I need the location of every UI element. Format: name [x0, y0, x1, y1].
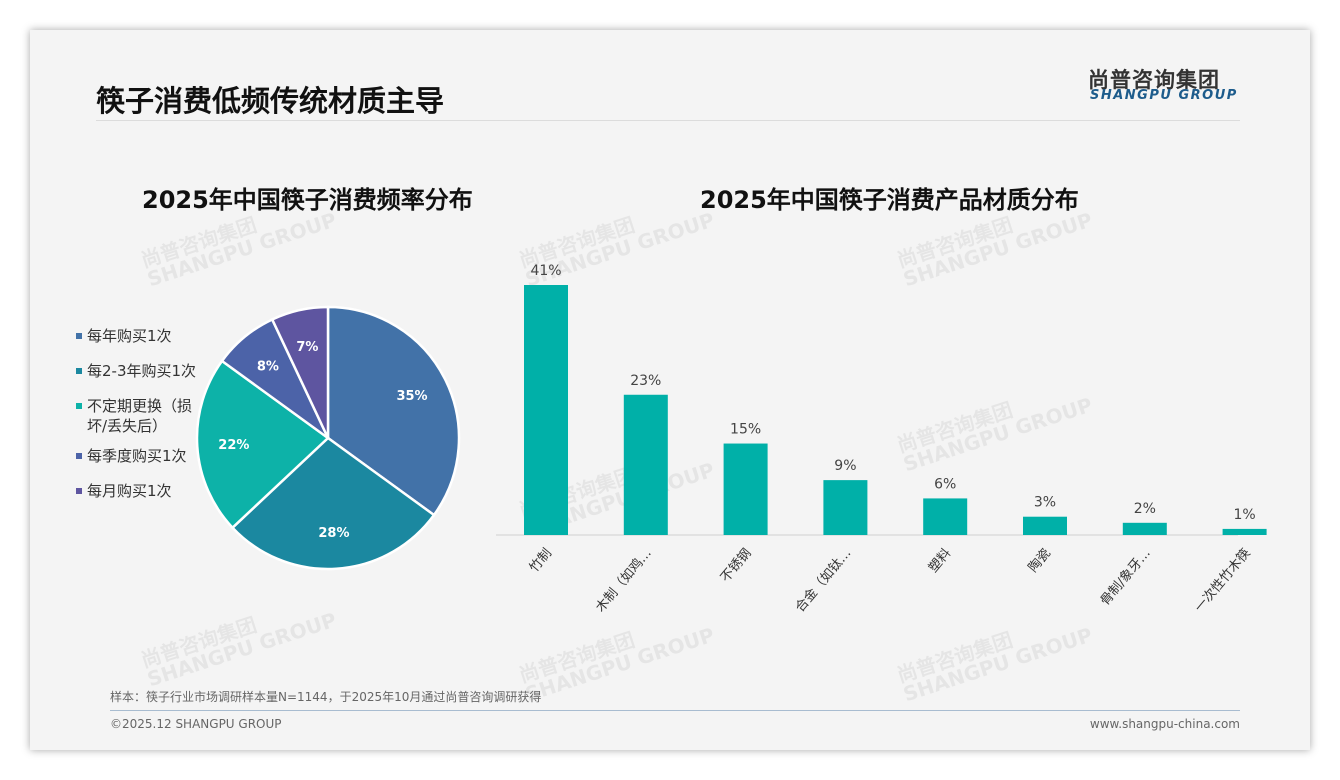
- x-tick-label: 一次性竹木筷: [1191, 545, 1253, 615]
- bar: [1023, 516, 1067, 535]
- bar-data-label: 9%: [834, 458, 856, 474]
- legend-item: 不定期更换（损坏/丢失后）: [76, 396, 197, 436]
- pie-slice: [230, 436, 436, 571]
- pie-chart: 35% 28% 22% 8% 7%: [195, 305, 461, 571]
- slide: 筷子消费低频传统材质主导 尚普咨询集团 SHANGPU GROUP 尚普咨询集团…: [30, 30, 1310, 750]
- pie-data-label: 22%: [218, 438, 249, 453]
- bar-data-label: 23%: [630, 373, 661, 389]
- legend-label: 每月购买1次: [87, 482, 172, 500]
- legend-label: 每2-3年购买1次: [87, 362, 197, 380]
- bar: [723, 443, 768, 535]
- bar: [623, 394, 668, 535]
- bar: [823, 480, 868, 535]
- header-divider: [96, 120, 1240, 121]
- logo-en: SHANGPU GROUP: [1090, 88, 1238, 103]
- page-title: 筷子消费低频传统材质主导: [96, 84, 445, 118]
- x-tick-label: 合金（如钛…: [792, 545, 854, 615]
- legend-swatch: [76, 453, 82, 459]
- copyright: ©2025.12 SHANGPU GROUP: [110, 717, 282, 731]
- legend-swatch: [76, 333, 82, 339]
- bar-data-label: 41%: [530, 263, 561, 279]
- bar: [1122, 522, 1167, 535]
- x-tick-label: 木制（如鸡…: [592, 545, 654, 615]
- x-tick-label: 塑料: [926, 546, 954, 576]
- logo-cn: 尚普咨询集团: [1088, 68, 1220, 92]
- bar-data-label: 6%: [934, 476, 956, 492]
- legend-label: 每季度购买1次: [87, 447, 187, 465]
- bar-chart: 41% 竹制 23% 木制（如鸡… 15% 不锈钢 9% 合金（如钛… 6% 塑料 3% 陶瓷 2% 骨制…: [496, 263, 1267, 615]
- pie-chart-title: 2025年中国筷子消费频率分布: [142, 186, 473, 214]
- x-tick-label: 骨制/象牙…: [1098, 546, 1154, 609]
- bar-data-label: 15%: [730, 422, 761, 438]
- legend-label: 每年购买1次: [87, 327, 172, 345]
- legend-swatch: [76, 368, 82, 374]
- x-tick-label: 陶瓷: [1025, 545, 1054, 575]
- pie-slice: [270, 305, 330, 439]
- bar: [524, 285, 568, 535]
- legend-item: 每季度购买1次: [76, 446, 187, 466]
- sample-note: 样本：筷子行业市场调研样本量N=1144，于2025年10月通过尚普咨询调研获得: [110, 690, 542, 704]
- pie-data-label: 8%: [257, 359, 279, 374]
- pie-slice: [326, 305, 461, 517]
- bar-chart-title: 2025年中国筷子消费产品材质分布: [700, 186, 1079, 214]
- bar-data-label: 1%: [1233, 507, 1255, 523]
- legend-item: 每月购买1次: [76, 481, 172, 501]
- pie-data-label: 35%: [396, 389, 427, 404]
- x-tick-label: 不锈钢: [718, 546, 755, 586]
- pie-data-label: 7%: [296, 340, 318, 355]
- legend-swatch: [76, 403, 82, 409]
- bar-data-label: 2%: [1134, 501, 1156, 517]
- legend-swatch: [76, 488, 82, 494]
- website-url: www.shangpu-china.com: [1089, 717, 1240, 731]
- bar-data-label: 3%: [1034, 495, 1056, 511]
- footer-divider: [110, 710, 1240, 711]
- x-tick-label: 竹制: [527, 546, 555, 576]
- legend-item: 每年购买1次: [76, 326, 172, 346]
- legend-item: 每2-3年购买1次: [76, 361, 196, 381]
- pie-data-label: 28%: [318, 526, 349, 541]
- legend-label: 不定期更换（损坏/丢失后）: [87, 397, 193, 435]
- pie-slice: [195, 359, 330, 530]
- bar: [923, 498, 968, 535]
- bar: [1222, 528, 1267, 535]
